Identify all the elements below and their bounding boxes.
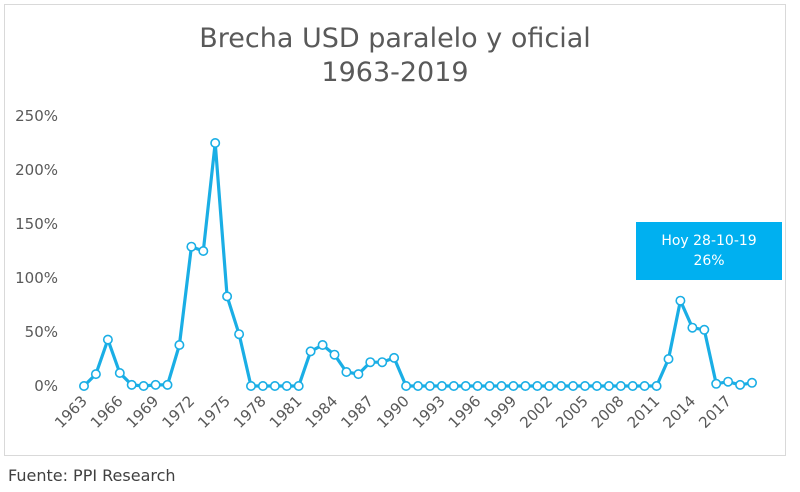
data-point (746, 377, 757, 388)
data-point (448, 380, 459, 391)
data-point (591, 380, 602, 391)
data-point (532, 380, 543, 391)
data-point (138, 380, 149, 391)
data-point (639, 380, 650, 391)
data-point (603, 380, 614, 391)
data-point (365, 357, 376, 368)
data-point (174, 339, 185, 350)
data-point (520, 380, 531, 391)
data-point (126, 379, 137, 390)
x-tick-label: 2011 (624, 392, 664, 432)
data-point (305, 346, 316, 357)
y-tick-label: 200% (15, 161, 58, 179)
data-point (568, 380, 579, 391)
chart-title-line1: Brecha USD paralelo y oficial (199, 23, 591, 54)
data-point (102, 334, 113, 345)
x-tick-label: 1984 (302, 392, 342, 432)
x-tick-label: 1975 (194, 392, 234, 432)
data-point (484, 380, 495, 391)
data-point (210, 138, 221, 149)
data-point (79, 380, 90, 391)
data-point (222, 291, 233, 302)
x-tick-label: 1996 (445, 392, 485, 432)
data-point (150, 379, 161, 390)
annotation-value: 26% (693, 253, 725, 269)
data-point (162, 379, 173, 390)
data-point (627, 380, 638, 391)
x-tick-label: 1969 (123, 392, 163, 432)
x-tick-label: 1981 (266, 392, 306, 432)
x-tick-label: 1972 (158, 392, 198, 432)
data-point (687, 322, 698, 333)
data-point (544, 380, 555, 391)
x-tick-label: 1987 (337, 392, 377, 432)
annotation-date: Hoy 28-10-19 (661, 233, 757, 249)
data-point (353, 369, 364, 380)
data-point (198, 246, 209, 257)
data-point (436, 380, 447, 391)
x-tick-label: 1990 (373, 392, 413, 432)
data-point (114, 367, 125, 378)
data-point (723, 376, 734, 387)
y-tick-label: 150% (15, 215, 58, 233)
data-point (234, 329, 245, 340)
annotation-box: Hoy 28-10-19 26% (636, 222, 782, 280)
source-note: Fuente: PPI Research (8, 466, 176, 485)
data-point (424, 380, 435, 391)
y-tick-label: 50% (25, 323, 58, 341)
data-point (699, 324, 710, 335)
y-axis-labels: 0% 50% 100% 150% 200% 250% (15, 107, 58, 395)
data-point (269, 380, 280, 391)
data-point (460, 380, 471, 391)
data-point (341, 366, 352, 377)
x-tick-label: 1978 (230, 392, 270, 432)
data-point (651, 380, 662, 391)
data-point (186, 241, 197, 252)
x-tick-label: 1966 (87, 392, 127, 432)
x-tick-label: 2002 (516, 392, 556, 432)
chart-title-line2: 1963-2019 (321, 57, 469, 88)
data-point (675, 295, 686, 306)
data-point (496, 380, 507, 391)
y-tick-label: 0% (34, 377, 58, 395)
data-point (90, 369, 101, 380)
x-axis-labels: 1963196619691972197519781981198419871990… (51, 392, 735, 432)
data-point (412, 380, 423, 391)
data-point (508, 380, 519, 391)
data-point (401, 380, 412, 391)
data-point (579, 380, 590, 391)
chart-title: Brecha USD paralelo y oficial 1963-2019 (0, 22, 790, 90)
data-point (735, 379, 746, 390)
data-point (281, 380, 292, 391)
y-tick-label: 250% (15, 107, 58, 125)
data-point (472, 380, 483, 391)
x-tick-label: 1963 (51, 392, 91, 432)
x-tick-label: 1999 (481, 392, 521, 432)
data-point (663, 353, 674, 364)
x-tick-label: 2008 (588, 392, 628, 432)
data-point (257, 380, 268, 391)
x-tick-label: 2005 (552, 392, 592, 432)
data-point (389, 352, 400, 363)
data-point (293, 380, 304, 391)
data-point (317, 339, 328, 350)
data-point (556, 380, 567, 391)
data-point (711, 378, 722, 389)
data-point (246, 380, 257, 391)
y-tick-label: 100% (15, 269, 58, 287)
series-markers (79, 138, 757, 391)
data-point (615, 380, 626, 391)
data-point (329, 349, 340, 360)
x-tick-label: 1993 (409, 392, 449, 432)
data-point (377, 357, 388, 368)
x-tick-label: 2014 (659, 392, 699, 432)
x-tick-label: 2017 (695, 392, 735, 432)
